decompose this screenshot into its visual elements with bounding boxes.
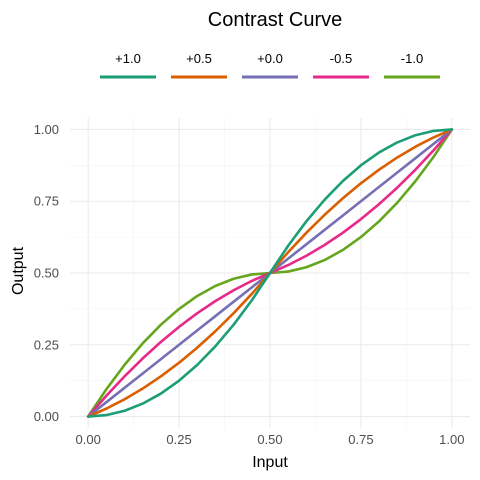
x-tick-label: 1.00: [439, 432, 464, 447]
legend: +1.0 +0.5 +0.0 -0.5 -1.0: [100, 51, 440, 79]
y-tick-label: 0.00: [34, 409, 59, 424]
legend-label: +0.0: [257, 51, 283, 66]
series-line: [86, 128, 454, 418]
legend-label: +1.0: [115, 51, 141, 66]
x-tick-label: 0.25: [166, 432, 191, 447]
chart-title: Contrast Curve: [208, 9, 343, 31]
legend-label: -1.0: [401, 51, 423, 66]
y-tick-label: 0.75: [34, 194, 59, 209]
x-tick-label: 0.00: [76, 432, 101, 447]
y-tick-label: 0.50: [34, 266, 59, 281]
legend-item: +0.5: [171, 51, 227, 79]
y-tick-label: 0.25: [34, 337, 59, 352]
series-lines: [86, 128, 454, 418]
x-tick-label: 0.75: [348, 432, 373, 447]
y-tick-label: 1.00: [34, 122, 59, 137]
legend-item: +0.0: [242, 51, 298, 79]
legend-item: -0.5: [313, 51, 369, 79]
legend-item: -1.0: [384, 51, 440, 79]
legend-item: +1.0: [100, 51, 156, 79]
x-axis-ticks: 0.00 0.25 0.50 0.75 1.00: [76, 432, 465, 447]
legend-label: -0.5: [330, 51, 352, 66]
x-tick-label: 0.50: [257, 432, 282, 447]
x-axis-title: Input: [252, 454, 288, 471]
y-axis-title: Output: [10, 246, 27, 295]
y-axis-ticks: 0.00 0.25 0.50 0.75 1.00: [34, 122, 59, 424]
legend-label: +0.5: [186, 51, 212, 66]
